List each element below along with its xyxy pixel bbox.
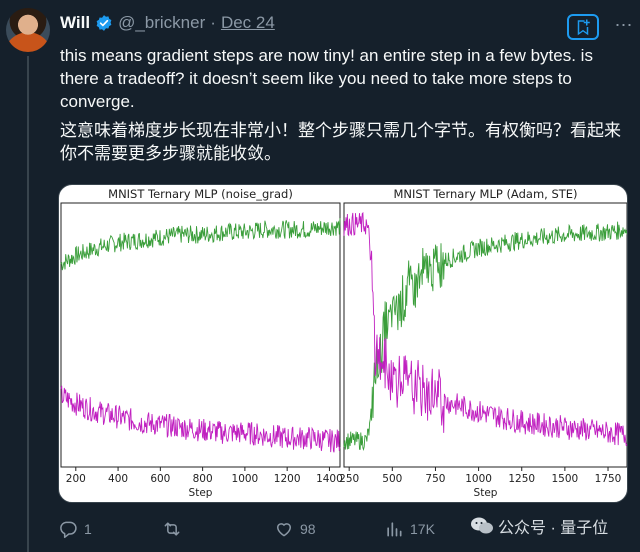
avatar[interactable] [6,8,50,52]
x-axis-label: Step [474,487,498,499]
series-line-green [343,221,627,452]
x-tick-label: 500 [382,473,402,485]
plot-frame [60,202,341,468]
x-tick-label: 1500 [552,473,579,485]
x-tick-label: 1000 [465,473,492,485]
wechat-icon [471,517,493,534]
x-axis-label: Step [189,487,213,499]
views-button[interactable]: 17K [384,516,435,542]
plot-frame [343,202,627,468]
x-tick-label: 1400 [316,473,343,485]
x-tick-label: 1000 [232,473,259,485]
separator: · [210,13,216,32]
series-line-magenta [60,385,341,453]
x-tick-label: 600 [150,473,170,485]
reply-icon [60,521,77,539]
author-handle[interactable]: @_brickner [118,13,206,32]
author-name[interactable]: Will [60,13,91,32]
x-tick-label: 1250 [508,473,535,485]
charts-figure: MNIST Ternary MLP (noise_grad) 200 400 600 8… [60,187,627,499]
tweet-media-image[interactable]: MNIST Ternary MLP (noise_grad) 200 400 600 8… [58,184,628,503]
action-bar: 1 98 17K [58,516,640,542]
tweet-body: this means gradient steps are now tiny! … [60,44,628,171]
bookmark-add-icon [577,19,590,36]
like-count: 98 [300,521,316,537]
reply-button[interactable]: 1 [58,516,92,542]
x-tick-label: 800 [193,473,213,485]
like-button[interactable]: 98 [274,516,316,542]
heart-icon [277,523,291,537]
x-tick-label: 1200 [274,473,301,485]
tweet-date[interactable]: Dec 24 [220,13,275,32]
tweet-text-english: this means gradient steps are now tiny! … [60,46,593,111]
verified-badge-icon [96,15,112,31]
chart-title: MNIST Ternary MLP (noise_grad) [108,187,293,201]
series-line-green [60,218,341,271]
more-options-icon[interactable]: ⋯ [614,14,634,35]
watermark-text: 公众号 · 量子位 [498,520,609,537]
retweet-button[interactable] [162,516,188,542]
tweet-header: Will @_brickner · Dec 24 [60,12,275,34]
reply-count: 1 [84,521,92,537]
chart-panel-1: MNIST Ternary MLP (noise_grad) 200 400 600 8… [60,187,343,499]
chart-panel-2: MNIST Ternary MLP (Adam, STE) 250 500 750 10… [339,187,627,499]
x-tick-label: 200 [66,473,86,485]
x-tick-label: 400 [108,473,128,485]
x-tick-label: 750 [425,473,445,485]
analytics-icon [387,522,402,537]
tweet-text-chinese: 这意味着梯度步长现在非常小！整个步骤只需几个字节。有权衡吗？看起来你不需要更多步… [60,121,621,163]
thread-line [27,56,29,552]
series-line-magenta [343,211,627,447]
x-tick-label: 250 [339,473,359,485]
retweet-icon [164,522,180,536]
x-tick-label: 1750 [595,473,622,485]
bookmark-button[interactable] [567,14,599,40]
source-watermark: 公众号 · 量子位 [470,514,608,538]
view-count: 17K [410,521,435,537]
chart-title: MNIST Ternary MLP (Adam, STE) [393,187,577,201]
